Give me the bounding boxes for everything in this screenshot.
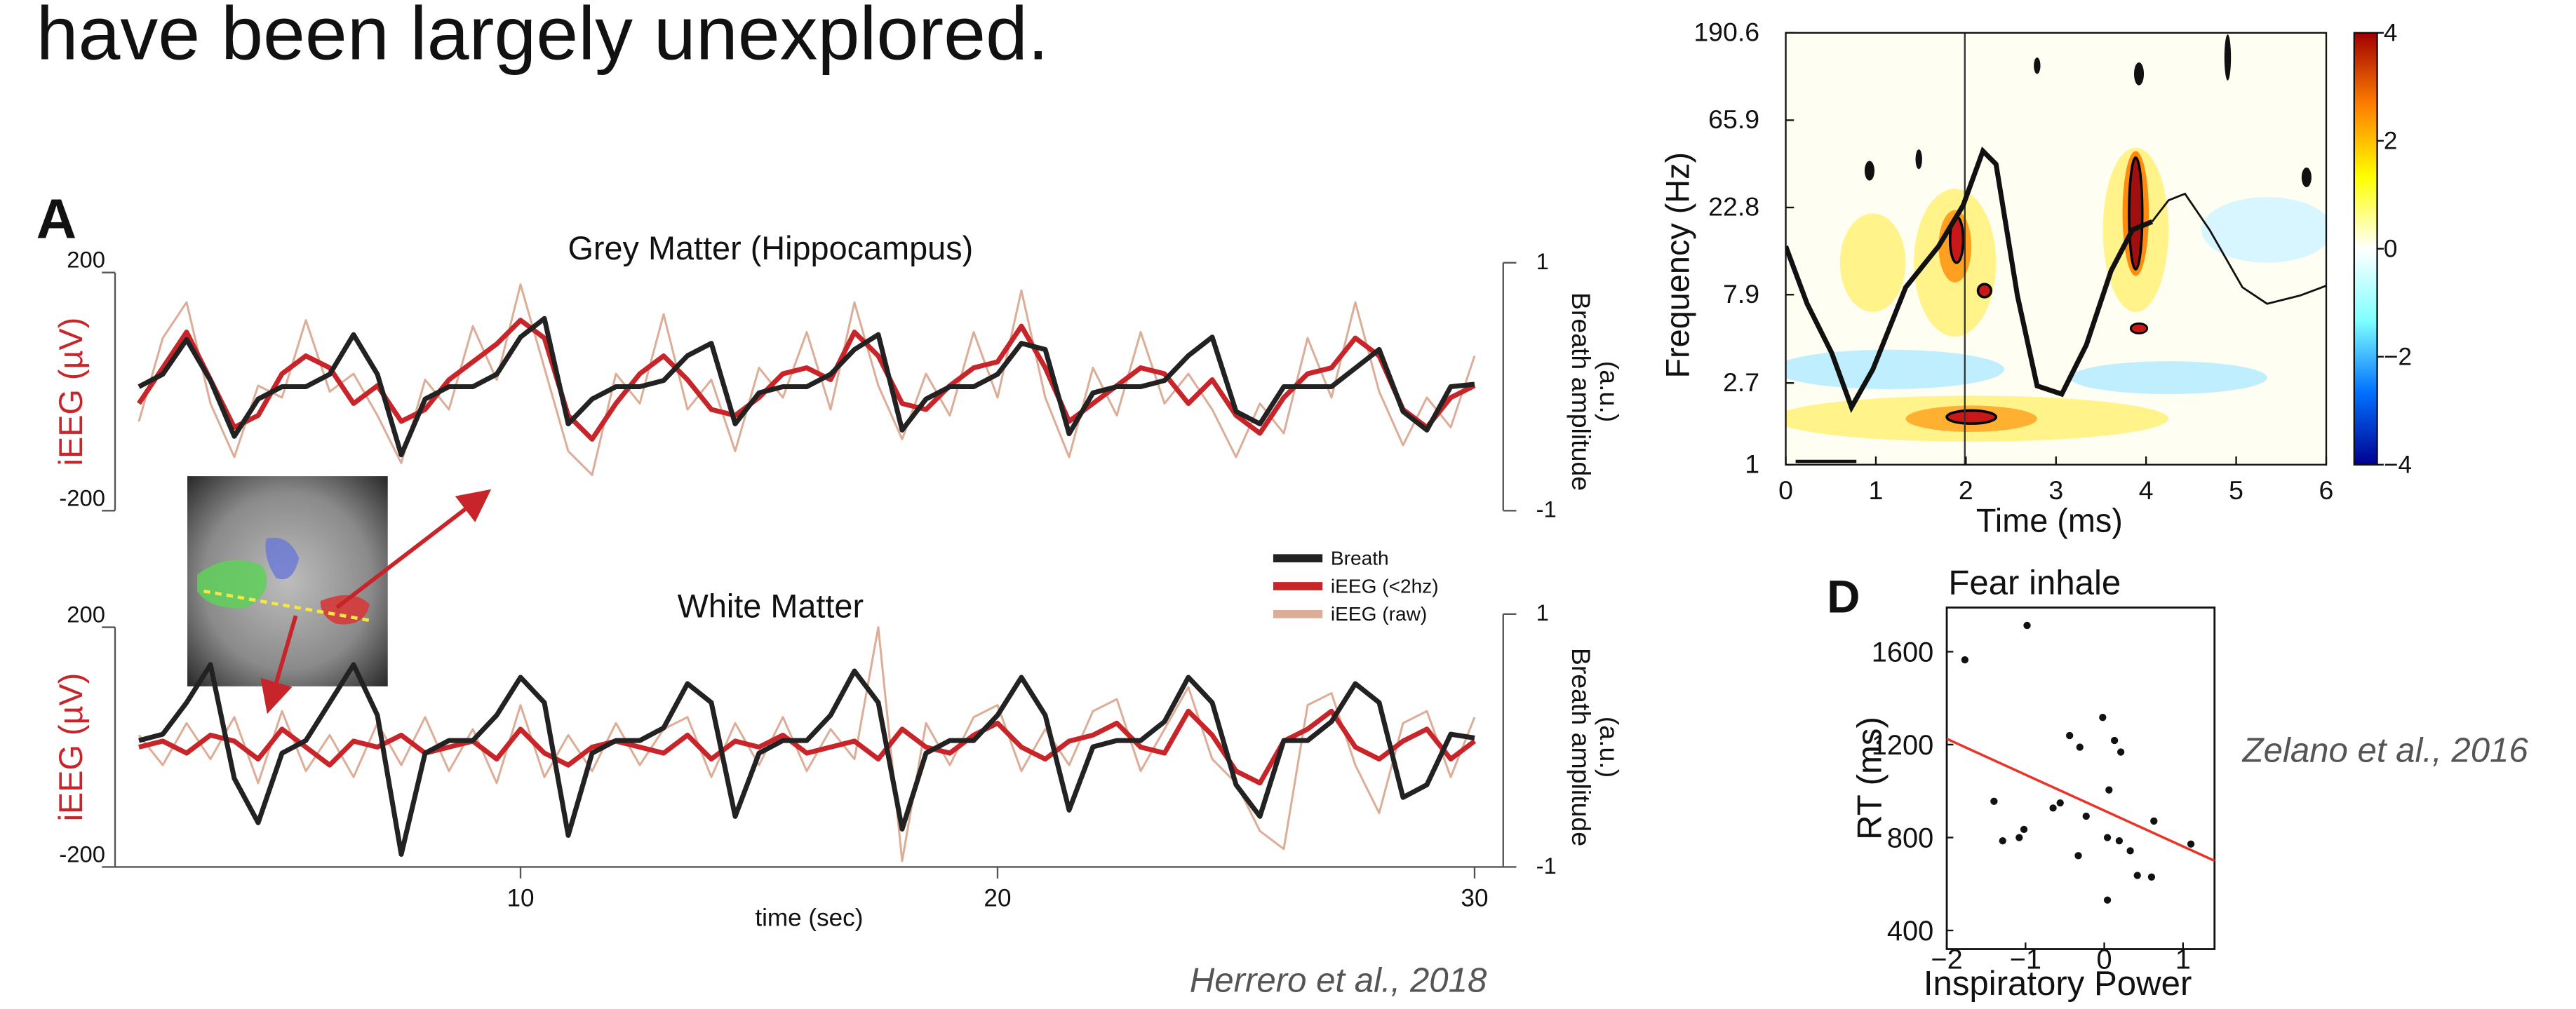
scatter-point — [2074, 852, 2082, 860]
scatter-point — [2103, 896, 2112, 904]
tick-label: 0 — [1778, 475, 1793, 505]
chart-title: Fear inhale — [1948, 564, 2121, 602]
y-axis-label: RT (ms) — [1850, 717, 1889, 840]
scatter-point — [1999, 837, 2006, 845]
citation: Herrero et al., 2018 — [1190, 961, 1487, 999]
scatter-point — [2111, 736, 2119, 745]
tick-label: 6 — [2319, 475, 2334, 505]
y2-axis-label: (a.u.) — [1595, 717, 1624, 778]
colorbar — [2353, 32, 2378, 466]
chart-title: Grey Matter (Hippocampus) — [568, 230, 973, 266]
tick-label: 1600 — [1872, 637, 1934, 668]
tick-label: 1 — [1536, 248, 1549, 274]
tick-label: 0 — [2096, 944, 2112, 975]
y2-axis-label: Breath amplitude — [1567, 648, 1596, 846]
y-axis-label: Frequency (Hz) — [1659, 152, 1696, 379]
x-axis-label: Inspiratory Power — [1924, 964, 2192, 1003]
x-axis-label: Time (ms) — [1976, 503, 2123, 539]
fit-line — [1946, 738, 2215, 862]
scatter-point — [2103, 834, 2112, 841]
tick-label: 2 — [2384, 128, 2398, 155]
scatter-point — [2117, 748, 2125, 756]
legend: Breath iEEG (<2hz) iEEG (raw) — [1273, 548, 1439, 625]
tick-label: 5 — [2229, 475, 2243, 505]
scatter-point — [2187, 840, 2195, 848]
chart-title: White Matter — [678, 588, 864, 624]
scatter-point — [2147, 873, 2156, 881]
panel-label: A — [36, 188, 76, 250]
tick-label: 20 — [984, 885, 1011, 912]
x-axis-label: time (sec) — [755, 905, 863, 932]
tick-label: 1200 — [1872, 730, 1934, 761]
heatmap-field — [1785, 32, 2326, 465]
scatter-point — [2023, 621, 2031, 630]
tick-label: 800 — [1887, 823, 1933, 854]
scatter-point — [2105, 786, 2113, 794]
tick-label: −2 — [2384, 343, 2412, 370]
y2-axis-label: (a.u.) — [1595, 361, 1624, 422]
tick-label: 190.6 — [1693, 18, 1759, 47]
scatter-point — [2020, 825, 2028, 834]
series-line — [137, 626, 1476, 862]
tick-label: -1 — [1536, 853, 1557, 879]
panel-label: D — [1827, 571, 1860, 622]
legend-label: iEEG (raw) — [1331, 603, 1427, 625]
series-line — [138, 662, 1475, 857]
tick-label: 2 — [1959, 475, 1973, 505]
legend-label: Breath — [1331, 548, 1389, 569]
tick-label: 1 — [1869, 475, 1884, 505]
brain-inset — [187, 476, 492, 715]
legend-label: iEEG (<2hz) — [1331, 575, 1439, 597]
scatter-point — [2049, 804, 2057, 812]
scatter-point — [2076, 743, 2084, 751]
tick-label: 400 — [1887, 916, 1933, 947]
scatter-point — [2082, 812, 2090, 820]
tick-label: 22.8 — [1708, 192, 1759, 222]
scatter-point — [1961, 656, 1969, 664]
series-line — [137, 316, 1475, 458]
plot-frame — [1945, 607, 2216, 950]
scatter-point — [2099, 714, 2107, 722]
tick-label: −1 — [2010, 944, 2041, 975]
tick-label: 4 — [2384, 20, 2398, 47]
tick-label: 200 — [67, 602, 105, 628]
tick-label: −4 — [2384, 451, 2412, 478]
y-axis-label: iEEG (µV) — [53, 673, 89, 822]
tick-label: 200 — [67, 247, 105, 273]
tick-label: 2.7 — [1723, 367, 1759, 397]
tick-label: -200 — [59, 485, 105, 510]
tick-label: 0 — [2384, 235, 2398, 262]
series-line — [138, 708, 1477, 786]
scatter-point — [2126, 847, 2134, 855]
tick-label: −2 — [1931, 944, 1962, 975]
y2-axis-label: Breath amplitude — [1567, 292, 1596, 491]
tick-label: 1 — [1536, 600, 1549, 625]
tick-label: -200 — [59, 841, 105, 867]
scatter-point — [2015, 834, 2023, 841]
tick-label: -1 — [1536, 496, 1557, 522]
scatter-point — [2150, 817, 2158, 825]
tick-label: 4 — [2139, 475, 2154, 505]
tick-label: 10 — [507, 885, 534, 912]
scatter-point — [1990, 797, 1998, 805]
scatter-point — [2066, 731, 2074, 740]
tick-label: 7.9 — [1723, 279, 1759, 309]
scatter-point — [2133, 872, 2141, 879]
citation: Zelano et al., 2016 — [2242, 731, 2529, 770]
slide-text: have been largely unexplored. — [36, 0, 1049, 75]
series-line — [137, 318, 1476, 442]
tick-label: 1 — [1745, 449, 1759, 478]
tick-label: 1 — [2175, 944, 2191, 975]
tick-label: 30 — [1461, 885, 1488, 912]
y-axis-label: iEEG (µV) — [53, 318, 89, 466]
scatter-point — [2115, 837, 2124, 845]
tick-label: 3 — [2048, 475, 2063, 505]
tick-label: 65.9 — [1708, 104, 1759, 134]
scatter-point — [2056, 799, 2064, 807]
